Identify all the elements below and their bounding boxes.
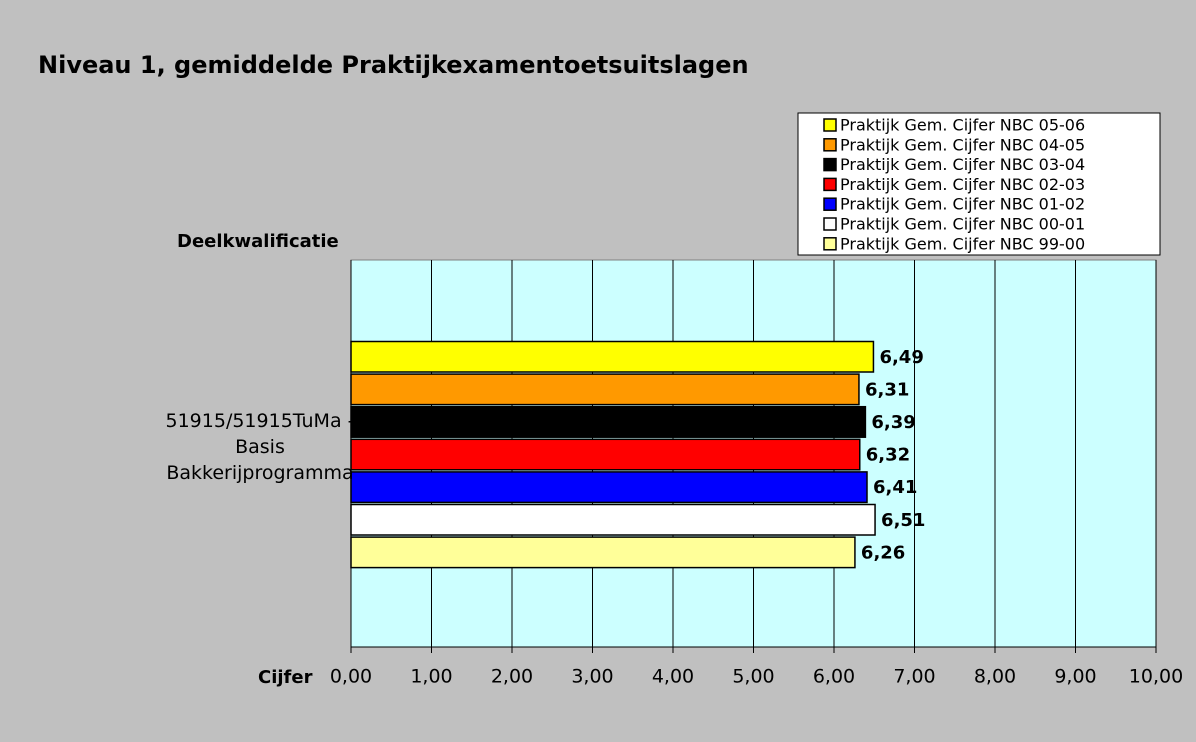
legend-swatch [823,177,837,192]
legend-swatch [823,237,837,251]
legend-swatch [823,138,837,152]
legend-swatch [823,157,837,172]
chart-title: Niveau 1, gemiddelde Praktijkexamentoets… [38,51,749,79]
x-tick-label: 3,00 [571,666,613,688]
data-label: 6,49 [879,347,923,368]
bar [350,536,856,569]
category-label: 51915/51915TuMa - Basis Bakkerijprogramm… [165,410,355,484]
data-label: 6,51 [881,510,925,531]
legend [797,112,1161,256]
bar [350,471,868,504]
x-tick-label: 6,00 [813,666,855,688]
legend-label: Praktijk Gem. Cijfer NBC 05-06 [840,116,1085,135]
data-label: 6,39 [871,412,915,433]
x-tick-label: 10,00 [1129,666,1183,688]
x-tick-label: 2,00 [491,666,533,688]
legend-label: Praktijk Gem. Cijfer NBC 02-03 [840,175,1085,194]
data-label: 6,32 [866,445,910,466]
bar [350,503,876,536]
x-tick-label: 0,00 [330,666,372,688]
x-tick-label: 1,00 [410,666,452,688]
legend-swatch [823,197,837,211]
x-tick-label: 5,00 [732,666,774,688]
x-axis-label: Cijfer [258,667,313,688]
data-label: 6,41 [873,477,917,498]
x-tick-label: 7,00 [893,666,935,688]
x-tick-label: 4,00 [652,666,694,688]
x-tick-label: 8,00 [974,666,1016,688]
legend-label: Praktijk Gem. Cijfer NBC 03-04 [840,155,1085,174]
data-label: 6,26 [861,542,905,563]
legend-label: Praktijk Gem. Cijfer NBC 00-01 [840,215,1085,234]
x-tick-label: 9,00 [1054,666,1096,688]
y-axis-label: Deelkwalificatie [177,231,339,252]
legend-label: Praktijk Gem. Cijfer NBC 04-05 [840,135,1085,154]
legend-swatch [823,217,837,231]
legend-label: Praktijk Gem. Cijfer NBC 01-02 [840,195,1085,214]
data-label: 6,31 [865,379,909,400]
bar [350,405,867,438]
legend-swatch [823,118,837,132]
bar [350,340,875,373]
bar [350,373,860,406]
legend-label: Praktijk Gem. Cijfer NBC 99-00 [840,234,1085,253]
bar [350,438,861,471]
